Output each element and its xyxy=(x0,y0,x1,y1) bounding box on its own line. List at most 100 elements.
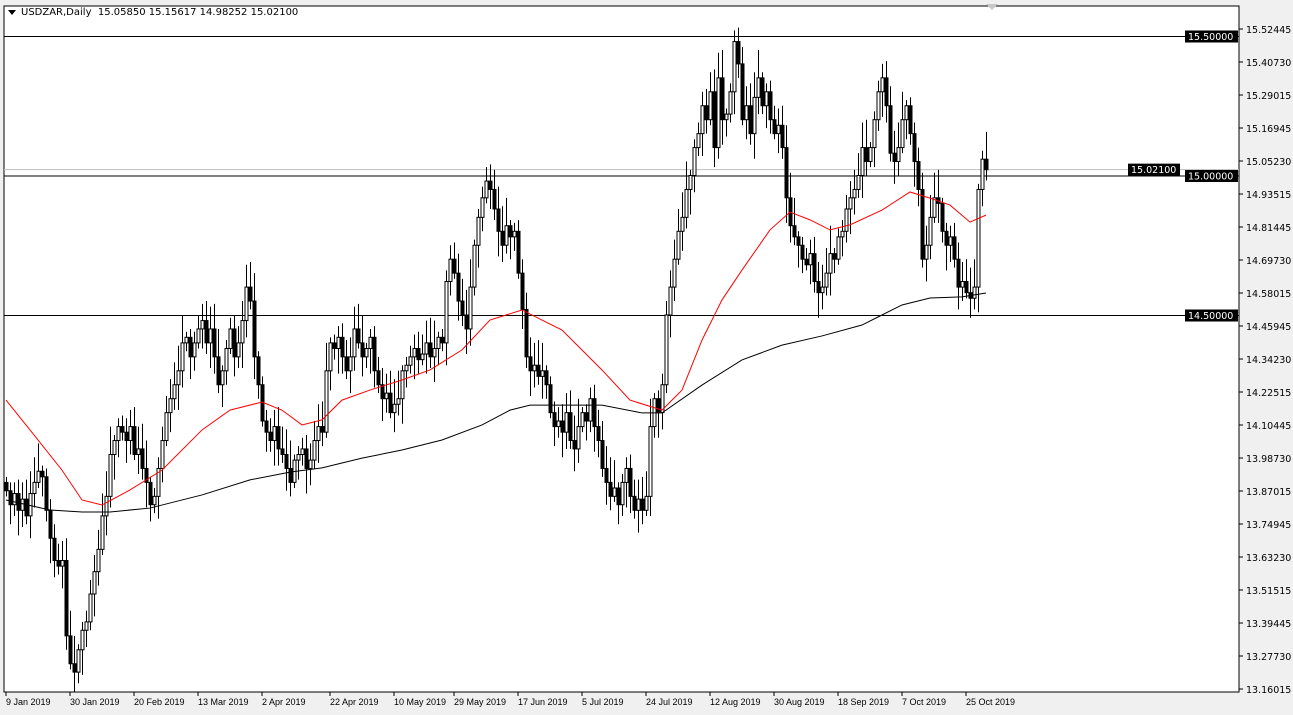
candle[interactable] xyxy=(476,208,481,268)
candle[interactable] xyxy=(120,415,125,441)
candle[interactable] xyxy=(636,479,641,533)
candle[interactable] xyxy=(500,206,505,262)
candle[interactable] xyxy=(408,345,413,374)
candle[interactable] xyxy=(208,306,213,369)
candle[interactable] xyxy=(956,242,961,310)
candle[interactable] xyxy=(228,317,233,355)
candle[interactable] xyxy=(720,49,725,145)
dropdown-triangle-icon[interactable] xyxy=(8,9,16,15)
candle[interactable] xyxy=(468,259,473,346)
candle[interactable] xyxy=(460,278,465,327)
candle[interactable] xyxy=(368,328,373,374)
candle[interactable] xyxy=(344,340,349,380)
candle[interactable] xyxy=(280,426,285,463)
candle[interactable] xyxy=(912,122,917,187)
candle[interactable] xyxy=(632,479,637,519)
candle[interactable] xyxy=(564,393,569,449)
candle[interactable] xyxy=(40,465,45,497)
candle[interactable] xyxy=(492,169,497,221)
candle[interactable] xyxy=(496,186,501,257)
candle[interactable] xyxy=(508,220,513,260)
candle[interactable] xyxy=(204,301,209,355)
candle[interactable] xyxy=(672,239,677,302)
candle[interactable] xyxy=(248,261,253,310)
candle[interactable] xyxy=(880,63,885,117)
candle[interactable] xyxy=(692,139,697,193)
candle[interactable] xyxy=(432,320,437,382)
candle[interactable] xyxy=(904,100,909,140)
candle[interactable] xyxy=(216,328,221,394)
candle[interactable] xyxy=(868,142,873,168)
candle[interactable] xyxy=(836,228,841,265)
candle[interactable] xyxy=(600,421,605,477)
candle[interactable] xyxy=(80,621,85,675)
candle[interactable] xyxy=(64,538,69,650)
candle[interactable] xyxy=(416,331,421,374)
candle[interactable] xyxy=(428,317,433,369)
candle[interactable] xyxy=(800,236,805,274)
candle[interactable] xyxy=(900,91,905,154)
candle[interactable] xyxy=(916,147,921,207)
candle[interactable] xyxy=(644,471,649,516)
candle[interactable] xyxy=(12,482,17,516)
candle[interactable] xyxy=(152,487,157,514)
candle[interactable] xyxy=(728,83,733,123)
candle[interactable] xyxy=(60,540,65,589)
candle[interactable] xyxy=(796,231,801,268)
candle[interactable] xyxy=(112,434,117,480)
candle[interactable] xyxy=(584,404,589,441)
candle[interactable] xyxy=(400,365,405,424)
candle[interactable] xyxy=(168,379,173,433)
candle[interactable] xyxy=(192,331,197,371)
candle[interactable] xyxy=(896,122,901,176)
candle[interactable] xyxy=(540,342,545,399)
candle[interactable] xyxy=(220,365,225,408)
candle[interactable] xyxy=(624,457,629,508)
candle[interactable] xyxy=(748,83,753,145)
candle[interactable] xyxy=(480,186,485,232)
candle[interactable] xyxy=(464,289,469,355)
candle[interactable] xyxy=(772,105,777,140)
candle[interactable] xyxy=(848,181,853,235)
candle[interactable] xyxy=(212,303,217,374)
candle[interactable] xyxy=(332,334,337,360)
candle[interactable] xyxy=(604,446,609,505)
candle[interactable] xyxy=(68,610,73,670)
candle[interactable] xyxy=(188,328,193,380)
candle[interactable] xyxy=(76,644,81,684)
candle[interactable] xyxy=(808,239,813,285)
candle[interactable] xyxy=(472,239,477,296)
candle[interactable] xyxy=(524,292,529,369)
candle[interactable] xyxy=(820,264,825,310)
candle[interactable] xyxy=(860,122,865,198)
candle[interactable] xyxy=(372,326,377,388)
candle[interactable] xyxy=(768,80,773,134)
candle[interactable] xyxy=(396,370,401,416)
candle[interactable] xyxy=(424,320,429,374)
candle[interactable] xyxy=(488,164,493,209)
candle[interactable] xyxy=(700,91,705,156)
candle[interactable] xyxy=(712,69,717,168)
candle[interactable] xyxy=(56,543,61,575)
candle[interactable] xyxy=(128,409,133,455)
candle[interactable] xyxy=(552,401,557,447)
candle[interactable] xyxy=(608,457,613,511)
candle[interactable] xyxy=(812,236,817,293)
candle[interactable] xyxy=(576,398,581,463)
candle[interactable] xyxy=(148,476,153,522)
candle[interactable] xyxy=(612,460,617,502)
candle[interactable] xyxy=(596,409,601,458)
candle[interactable] xyxy=(84,610,89,648)
candle[interactable] xyxy=(384,373,389,413)
candle[interactable] xyxy=(944,222,949,271)
candle[interactable] xyxy=(932,172,937,223)
candle[interactable] xyxy=(908,97,913,145)
candle[interactable] xyxy=(8,482,13,525)
candle[interactable] xyxy=(108,426,113,508)
candle[interactable] xyxy=(252,273,257,380)
candle[interactable] xyxy=(816,261,821,318)
candle[interactable] xyxy=(448,245,453,296)
candle[interactable] xyxy=(132,407,137,461)
candle[interactable] xyxy=(100,493,105,555)
candle[interactable] xyxy=(864,119,869,176)
